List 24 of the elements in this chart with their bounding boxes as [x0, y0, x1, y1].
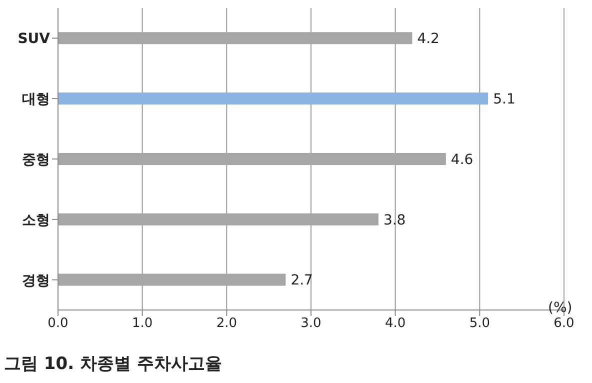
x-tick-label: 1.0 — [132, 316, 153, 332]
x-tick-label: 4.0 — [384, 316, 406, 332]
data-label: 4.6 — [450, 152, 474, 168]
bar — [58, 92, 488, 105]
y-tick-label: 소형 — [22, 212, 50, 228]
x-tick-label: 0.0 — [48, 316, 68, 332]
bar — [58, 213, 378, 226]
x-tick-label: 3.0 — [300, 316, 322, 332]
x-tick-label: 2.0 — [216, 316, 238, 332]
y-tick-label: 대형 — [22, 92, 50, 108]
x-axis-title: (%) — [548, 300, 572, 316]
data-label: 4.2 — [417, 31, 440, 48]
y-tick-label: 경형 — [22, 272, 50, 289]
y-tick-label: 중형 — [22, 152, 50, 168]
bar — [58, 32, 412, 44]
bar — [58, 152, 446, 165]
x-tick-label: 5.0 — [469, 316, 490, 332]
y-tick-label: SUV — [18, 31, 50, 48]
data-label: 2.7 — [290, 272, 313, 289]
x-tick-label: 6.0 — [554, 316, 574, 332]
data-label: 5.1 — [493, 92, 516, 108]
text: 그림 10. 차종별 주차사고율 — [4, 353, 222, 375]
bar — [58, 274, 286, 286]
data-label: 3.8 — [383, 212, 406, 228]
